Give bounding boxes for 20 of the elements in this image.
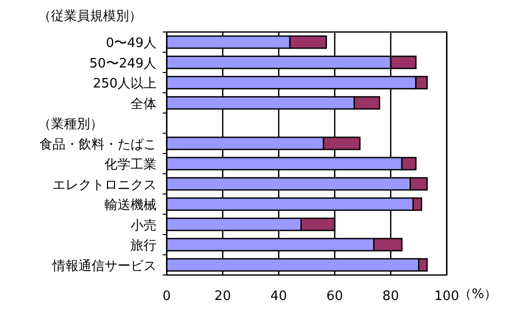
text: （従業員規模別）	[38, 9, 142, 24]
y-tick-label: 0〜49人	[106, 36, 157, 52]
y-tick-label: 食品・飲料・たばこ	[40, 137, 157, 152]
y-tick-label: 情報通信サービス	[52, 258, 157, 274]
x-tick-label: 60	[326, 289, 343, 304]
y-tick-label: 全体	[130, 96, 157, 112]
y-tick-label: 化学工業	[104, 158, 157, 173]
y-tick-label: エレクトロニクス	[52, 178, 157, 193]
x-axis-title: （%）	[458, 287, 498, 302]
x-tick-label: 0	[162, 289, 171, 304]
x-tick-label: 80	[382, 289, 399, 304]
x-tick-label: 40	[270, 289, 287, 304]
y-tick-label: 250人以上	[92, 76, 157, 92]
y-tick-label: 輸送機械	[104, 198, 157, 214]
y-tick-label: 50〜249人	[89, 56, 157, 72]
x-tick-label: 100	[434, 289, 460, 304]
y-tick-label: 旅行	[130, 238, 157, 254]
x-tick-label: 20	[214, 289, 231, 304]
text: （業種別）	[38, 117, 103, 132]
y-tick-label: 小売	[130, 218, 157, 234]
